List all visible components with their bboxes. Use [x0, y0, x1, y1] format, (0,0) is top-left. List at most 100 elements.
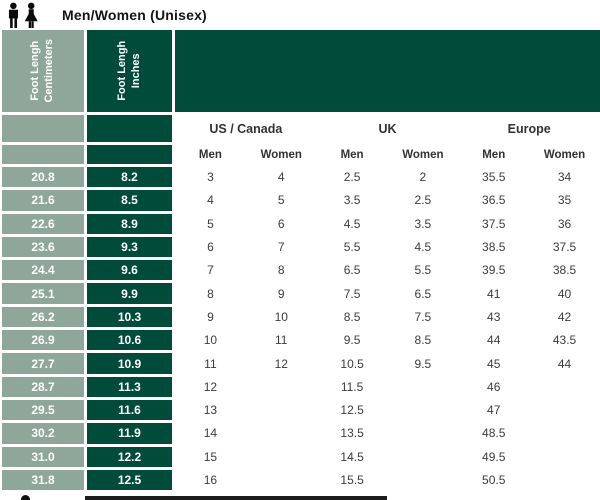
us-men-cell: 16 [203, 473, 218, 487]
us-women-cell: 7 [277, 240, 285, 255]
uk-women-cell: 8.5 [414, 333, 432, 348]
us-men-cell: 13 [203, 403, 218, 418]
inches-cell: 9.9 [87, 283, 172, 304]
table-row: 28.7 11.3 12 11.5 46 [2, 376, 600, 397]
inches-cell: 11.3 [87, 376, 172, 397]
table-row: 21.6 8.5 4 5 3.5 2.5 36.5 35 [2, 190, 600, 211]
europe-women-cell [529, 400, 600, 420]
gender-labels: Men Women Men Women Men Women [175, 145, 600, 164]
europe-women-cell: 42 [557, 309, 572, 324]
us-women-cell [246, 423, 317, 443]
inches-cell: 10.3 [87, 306, 172, 328]
uk-men-cell: 12.5 [340, 403, 364, 418]
next-section-divider [85, 496, 387, 500]
us-men-cell: 15 [203, 449, 218, 464]
europe-men-cell: 41 [487, 286, 501, 301]
cm-cell: 29.5 [2, 399, 84, 421]
cm-cell: 24.4 [2, 260, 84, 281]
uk-women-cell [387, 377, 458, 397]
europe-men-cell: 45 [487, 356, 501, 371]
inches-cell: 8.9 [87, 213, 172, 234]
uk-women-cell [387, 400, 458, 420]
cm-cell: 30.2 [2, 423, 84, 444]
table-row: 26.2 10.3 9 10 8.5 7.5 43 42 [2, 306, 600, 328]
europe-women-cell: 44 [557, 356, 572, 371]
header-banner-block [175, 30, 600, 112]
uk-women-cell [387, 423, 458, 443]
size-values: 8 9 7.5 6.5 41 40 [175, 283, 600, 303]
uk-men-cell: 15.5 [340, 473, 364, 487]
cm-header-cell: Foot Lengh Centimeters [2, 30, 84, 112]
cm-cell: 22.6 [2, 213, 84, 234]
cm-cell: 31.0 [2, 446, 84, 467]
us-women-cell: 4 [277, 170, 285, 185]
uk-men-cell: 4.5 [343, 216, 361, 231]
cm-header-label: Foot Lengh Centimeters [29, 39, 55, 103]
us-women-cell [246, 377, 317, 397]
size-values: 9 10 8.5 7.5 43 42 [175, 307, 600, 327]
inches-cell: 12.2 [87, 446, 172, 467]
europe-women-cell: 36 [557, 216, 572, 231]
uk-men-header: Men [340, 148, 364, 161]
us-men-cell: 12 [203, 379, 218, 394]
inches-cell: 12.5 [87, 469, 172, 491]
uk-men-cell: 6.5 [343, 263, 361, 278]
uk-women-cell: 7.5 [414, 309, 432, 324]
inches-cell: 8.5 [87, 190, 172, 211]
size-values: 10 11 9.5 8.5 44 43.5 [175, 330, 600, 350]
cm-cell: 26.9 [2, 330, 84, 351]
europe-women-cell [529, 447, 600, 467]
us-men-cell: 9 [207, 309, 214, 324]
cm-cell: 21.6 [2, 190, 84, 211]
size-values: 15 14.5 49.5 [175, 447, 600, 467]
title-bar: Men/Women (Unisex) [0, 0, 600, 30]
table-row: 29.5 11.6 13 12.5 47 [2, 399, 600, 421]
europe-women-cell: 38.5 [552, 263, 577, 278]
cm-cell: 26.2 [2, 306, 84, 328]
us-women-cell: 9 [277, 286, 285, 301]
europe-women-cell: 43.5 [552, 333, 577, 348]
europe-women-cell [529, 377, 600, 397]
us-women-cell: 11 [275, 333, 288, 348]
inches-cell: 11.6 [87, 399, 172, 421]
region-header-row: US / Canada UK Europe [2, 115, 600, 142]
size-values: 13 12.5 47 [175, 400, 600, 420]
region-labels: US / Canada UK Europe [175, 115, 600, 142]
inches-cell: 10.9 [87, 353, 172, 374]
inches-cell: 10.6 [87, 330, 172, 351]
uk-men-cell: 11.5 [340, 379, 364, 394]
inches-cell: 8.2 [87, 167, 172, 188]
uk-men-cell: 7.5 [343, 286, 361, 301]
inches-header-cell: Foot Lengh Inches [87, 30, 172, 112]
table-row: 24.4 9.6 7 8 6.5 5.5 39.5 38.5 [2, 260, 600, 281]
size-values: 11 12 10.5 9.5 45 44 [175, 353, 600, 373]
size-values: 4 5 3.5 2.5 36.5 35 [175, 190, 600, 210]
europe-men-cell: 47 [487, 403, 501, 418]
europe-men-header: Men [482, 148, 506, 161]
europe-women-cell: 40 [557, 286, 572, 301]
europe-women-header: Women [543, 148, 586, 161]
uk-men-cell: 13.5 [340, 426, 364, 441]
cm-cell: 27.7 [2, 353, 84, 374]
us-men-header: Men [198, 148, 222, 161]
europe-men-cell: 46 [487, 379, 501, 394]
region-us-canada-label: US / Canada [209, 121, 283, 136]
uk-men-cell: 9.5 [343, 333, 361, 348]
table-row: 23.6 9.3 6 7 5.5 4.5 38.5 37.5 [2, 236, 600, 258]
uk-men-cell: 8.5 [343, 309, 361, 324]
europe-women-cell [529, 470, 600, 490]
uk-men-cell: 10.5 [340, 356, 364, 371]
men-women-icon [8, 2, 38, 29]
uk-women-cell [387, 470, 458, 490]
us-women-cell [246, 400, 317, 420]
spacer-cell [2, 115, 84, 142]
uk-women-cell: 6.5 [414, 286, 432, 301]
us-men-cell: 6 [207, 240, 214, 255]
size-table: Foot Lengh Centimeters Foot Lengh Inches… [2, 30, 600, 493]
inches-cell: 9.3 [87, 236, 172, 258]
size-values: 14 13.5 48.5 [175, 423, 600, 443]
region-uk-label: UK [378, 121, 397, 136]
size-values: 7 8 6.5 5.5 39.5 38.5 [175, 260, 600, 280]
us-men-cell: 3 [207, 170, 214, 185]
spacer-cell [87, 115, 172, 142]
